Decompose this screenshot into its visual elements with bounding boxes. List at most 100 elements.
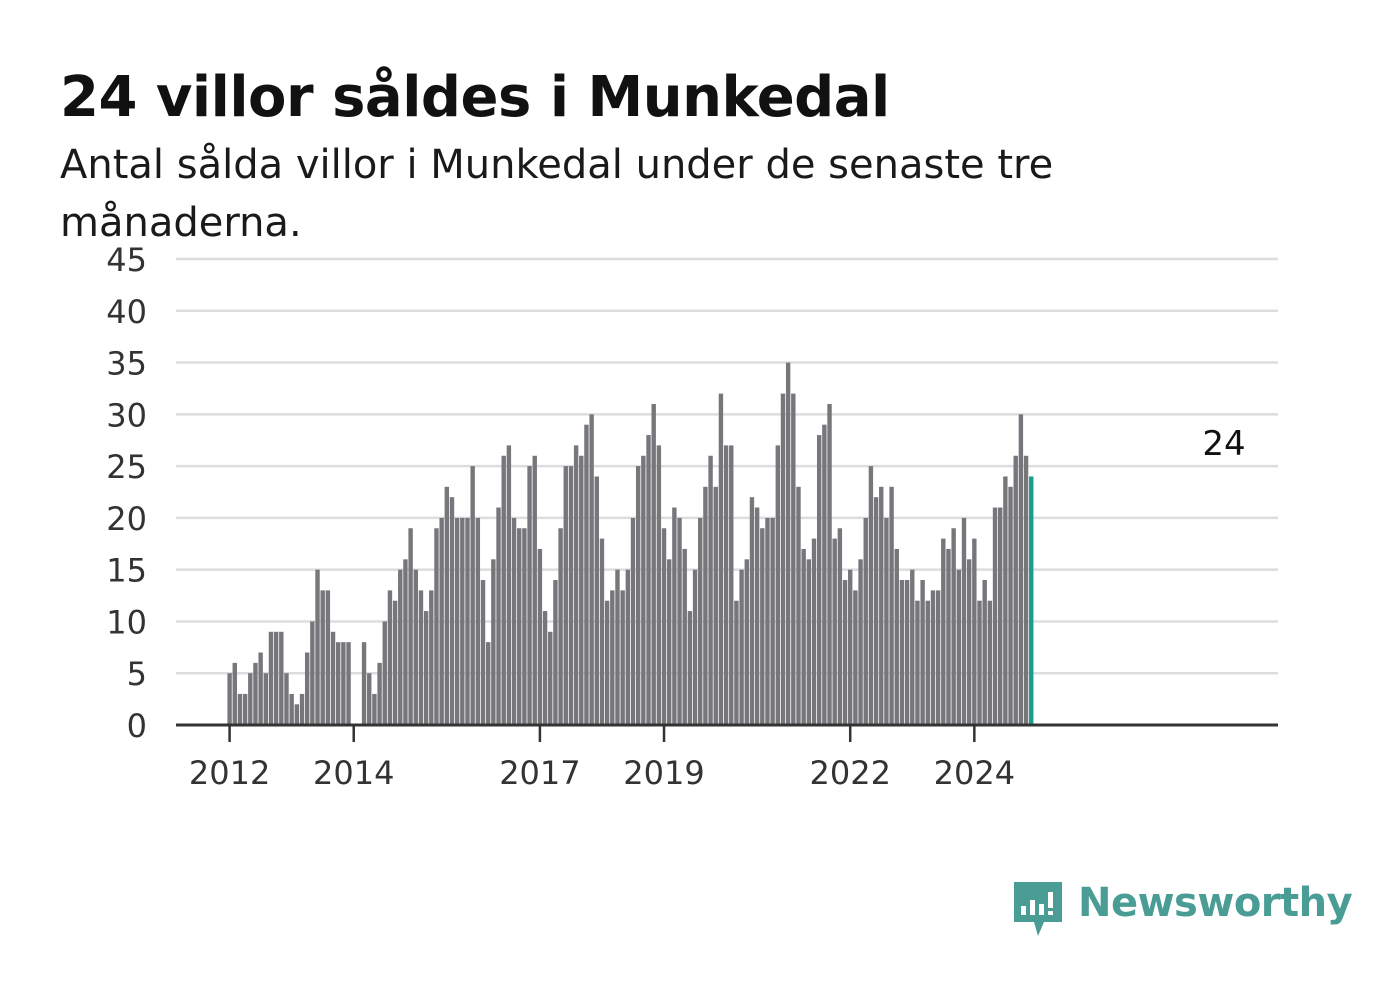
bar	[248, 673, 253, 725]
bar	[635, 466, 641, 725]
bar	[651, 403, 656, 725]
bar	[806, 559, 812, 725]
bar	[610, 590, 615, 725]
bar	[304, 652, 310, 725]
bar	[832, 538, 837, 725]
bar	[377, 662, 382, 725]
bar	[770, 517, 775, 725]
bar	[718, 393, 724, 725]
bar	[573, 445, 579, 725]
bar	[972, 538, 977, 725]
bar	[625, 569, 631, 725]
newsworthy-logo-icon	[1014, 882, 1062, 936]
bar	[827, 403, 832, 725]
bar	[315, 569, 320, 725]
bar	[336, 642, 341, 725]
bar	[537, 548, 543, 725]
bar	[423, 611, 429, 725]
bar	[889, 486, 894, 725]
bar	[253, 662, 258, 725]
bar	[837, 528, 843, 725]
bar	[713, 486, 718, 725]
bar	[372, 693, 377, 725]
bar	[470, 466, 475, 725]
x-tick-label: 2024	[934, 754, 1015, 792]
bar	[232, 662, 237, 725]
bar	[403, 559, 408, 725]
x-tick-label: 2022	[809, 754, 890, 792]
bar	[387, 590, 393, 725]
bar	[723, 445, 729, 725]
bar	[641, 455, 646, 725]
bar	[548, 631, 553, 725]
bar	[434, 528, 439, 725]
bar	[904, 580, 910, 725]
bars	[227, 362, 1034, 725]
bar	[227, 673, 232, 725]
bar	[330, 631, 336, 725]
y-tick-label: 30	[106, 396, 147, 434]
bar	[237, 693, 243, 725]
bar	[517, 528, 522, 725]
bar	[982, 580, 987, 725]
bar	[563, 466, 568, 725]
bar	[811, 538, 817, 725]
bar	[992, 507, 998, 725]
bar	[951, 528, 956, 725]
bar	[858, 559, 863, 725]
bar	[299, 693, 305, 725]
bar	[418, 590, 424, 725]
bar	[739, 569, 744, 725]
bar	[667, 559, 672, 725]
y-tick-label: 40	[106, 293, 147, 331]
bar	[868, 466, 874, 725]
bar	[879, 486, 884, 725]
bar	[289, 693, 294, 725]
y-tick-label: 20	[106, 500, 147, 538]
bar	[692, 569, 698, 725]
bar	[765, 517, 770, 725]
bar	[853, 590, 858, 725]
bar	[413, 569, 418, 725]
bar	[579, 455, 584, 725]
bar	[310, 621, 315, 725]
bar	[935, 590, 941, 725]
bar	[429, 590, 434, 725]
bar	[594, 476, 599, 725]
bar	[1003, 476, 1008, 725]
bar	[894, 548, 899, 725]
bar	[977, 600, 982, 725]
bar	[703, 486, 708, 725]
bar	[284, 673, 289, 725]
bar	[408, 528, 413, 725]
bar	[496, 507, 501, 725]
bar	[915, 600, 920, 725]
bar	[392, 600, 398, 725]
y-axis-ticks: 0 5 10 15 20 25 30 35 40 45	[106, 241, 147, 745]
bar	[848, 569, 853, 725]
bar	[760, 528, 765, 725]
chart-title: 24 villor såldes i Munkedal	[60, 65, 890, 130]
bar	[604, 600, 610, 725]
bar	[542, 611, 548, 725]
bar	[956, 569, 962, 725]
bar	[998, 507, 1003, 725]
bar	[465, 517, 470, 725]
bar	[532, 455, 537, 725]
bar	[1023, 455, 1029, 725]
bar	[589, 414, 594, 725]
bar	[987, 600, 993, 725]
bar	[449, 497, 455, 725]
bar	[263, 673, 268, 725]
bar	[930, 590, 936, 725]
bar	[775, 445, 781, 725]
bar	[242, 693, 248, 725]
bar	[899, 580, 905, 725]
bar	[672, 507, 677, 725]
bar	[294, 704, 300, 725]
bar	[677, 517, 682, 725]
bar	[279, 631, 284, 725]
bar	[961, 517, 967, 725]
bar	[1018, 414, 1024, 725]
